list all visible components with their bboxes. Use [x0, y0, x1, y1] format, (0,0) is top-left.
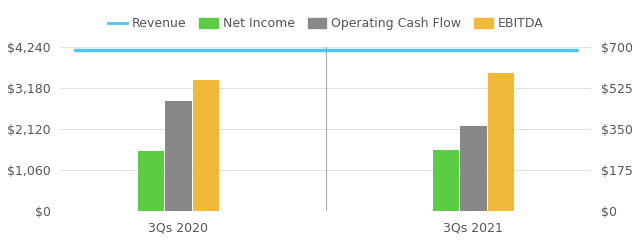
Bar — [138, 151, 164, 211]
Bar — [165, 101, 191, 211]
Bar — [433, 150, 459, 211]
Bar — [488, 73, 514, 211]
Bar — [460, 127, 486, 211]
Legend: Revenue, Net Income, Operating Cash Flow, EBITDA: Revenue, Net Income, Operating Cash Flow… — [104, 12, 548, 35]
Bar — [193, 80, 219, 211]
